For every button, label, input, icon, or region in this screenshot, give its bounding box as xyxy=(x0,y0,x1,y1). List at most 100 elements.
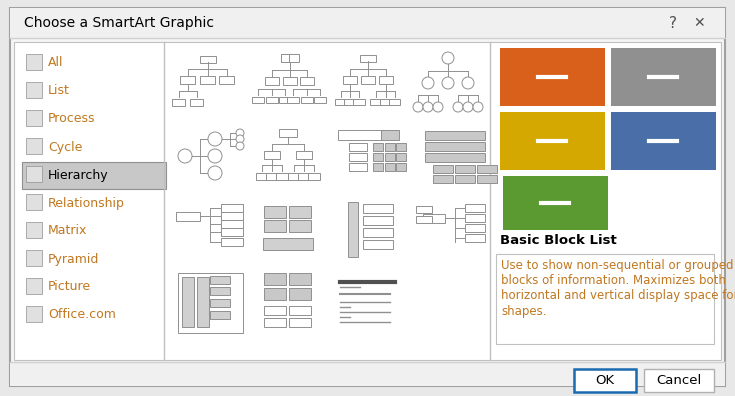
Bar xyxy=(182,277,194,327)
Bar xyxy=(264,288,286,300)
Bar xyxy=(496,254,714,344)
Bar xyxy=(201,76,215,84)
Bar xyxy=(210,276,230,284)
Bar xyxy=(26,306,42,322)
Bar xyxy=(210,287,230,295)
Bar xyxy=(385,163,395,171)
Text: ?: ? xyxy=(669,15,677,30)
Bar xyxy=(349,143,367,151)
Circle shape xyxy=(462,77,474,89)
Bar xyxy=(455,165,475,173)
Bar xyxy=(611,112,716,170)
Bar xyxy=(363,215,393,225)
Text: Picture: Picture xyxy=(48,280,91,293)
Bar xyxy=(287,97,299,103)
Text: blocks of information. Maximizes both: blocks of information. Maximizes both xyxy=(501,274,726,287)
Bar xyxy=(26,54,42,70)
Circle shape xyxy=(236,135,244,143)
Bar xyxy=(361,76,375,84)
Bar xyxy=(373,163,383,171)
Bar xyxy=(373,153,383,161)
Bar xyxy=(360,55,376,61)
Bar xyxy=(373,143,383,151)
Circle shape xyxy=(208,166,222,180)
Circle shape xyxy=(473,102,483,112)
Bar xyxy=(221,238,243,246)
Text: Choose a SmartArt Graphic: Choose a SmartArt Graphic xyxy=(24,16,214,30)
Bar xyxy=(264,305,286,314)
Text: Cancel: Cancel xyxy=(656,373,702,386)
Bar xyxy=(611,48,716,106)
Bar xyxy=(301,97,313,103)
Bar xyxy=(416,215,432,223)
Bar xyxy=(265,77,279,85)
Bar xyxy=(385,143,395,151)
Bar xyxy=(197,277,209,327)
Bar xyxy=(500,48,605,106)
Bar xyxy=(390,99,401,105)
Bar xyxy=(26,138,42,154)
Bar xyxy=(26,82,42,98)
Bar xyxy=(370,99,381,105)
Bar xyxy=(381,130,399,140)
Circle shape xyxy=(236,129,244,137)
Text: All: All xyxy=(48,57,63,70)
Bar xyxy=(644,369,714,392)
Text: Pyramid: Pyramid xyxy=(48,253,99,265)
Circle shape xyxy=(433,102,443,112)
Bar xyxy=(283,77,297,85)
Text: Matrix: Matrix xyxy=(48,225,87,238)
Circle shape xyxy=(442,77,454,89)
Bar xyxy=(500,112,605,170)
Bar xyxy=(264,220,286,232)
Text: horizontal and vertical display space for: horizontal and vertical display space fo… xyxy=(501,289,735,303)
Bar xyxy=(210,299,230,307)
Bar xyxy=(296,151,312,159)
Bar xyxy=(220,76,234,84)
Text: shapes.: shapes. xyxy=(501,305,547,318)
Bar xyxy=(264,273,286,285)
Bar xyxy=(173,99,185,105)
Bar xyxy=(221,220,243,228)
Bar xyxy=(252,97,264,103)
Bar xyxy=(176,211,200,221)
Bar xyxy=(298,173,310,179)
Bar xyxy=(423,213,445,223)
Bar xyxy=(363,204,393,213)
Bar xyxy=(14,42,721,360)
Bar xyxy=(288,173,300,179)
Bar xyxy=(379,76,393,84)
Text: Basic Block List: Basic Block List xyxy=(500,234,617,246)
Bar xyxy=(256,173,268,179)
Bar xyxy=(363,240,393,249)
Bar xyxy=(348,202,358,257)
Circle shape xyxy=(236,142,244,150)
Circle shape xyxy=(422,77,434,89)
Bar xyxy=(300,77,314,85)
Bar xyxy=(433,165,453,173)
Bar xyxy=(396,143,406,151)
Circle shape xyxy=(423,102,433,112)
Bar xyxy=(26,110,42,126)
Circle shape xyxy=(208,149,222,163)
Bar xyxy=(200,55,216,63)
Bar xyxy=(26,166,42,182)
Bar xyxy=(574,369,636,392)
Bar xyxy=(344,99,356,105)
Text: Use to show non-sequential or grouped: Use to show non-sequential or grouped xyxy=(501,259,734,272)
Bar xyxy=(335,99,347,105)
Bar xyxy=(289,305,311,314)
Bar xyxy=(264,151,280,159)
Bar xyxy=(465,204,485,212)
Bar xyxy=(22,162,166,189)
Bar xyxy=(314,97,326,103)
Text: List: List xyxy=(48,84,70,97)
Text: Cycle: Cycle xyxy=(48,141,82,154)
Bar xyxy=(26,222,42,238)
Text: Process: Process xyxy=(48,112,96,126)
Bar xyxy=(276,173,288,179)
Bar xyxy=(425,141,485,150)
Text: Office.com: Office.com xyxy=(48,308,116,322)
Bar xyxy=(425,131,485,139)
Bar xyxy=(349,163,367,171)
